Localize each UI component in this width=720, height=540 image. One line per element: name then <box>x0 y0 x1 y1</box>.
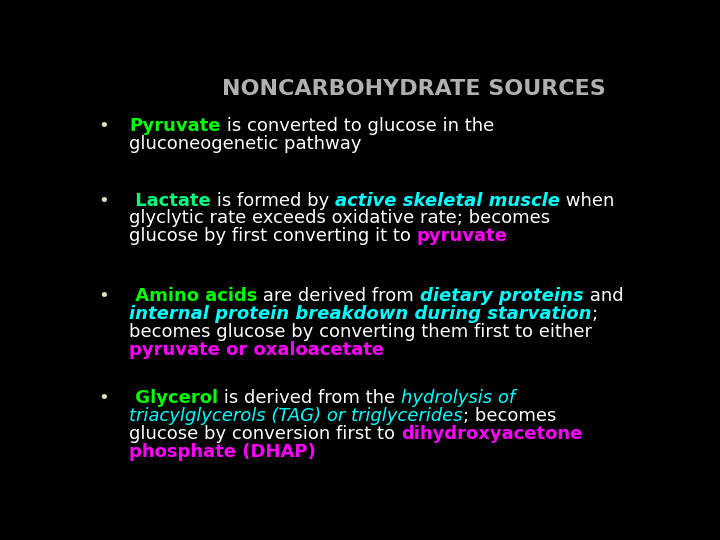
Text: ;: ; <box>592 305 598 323</box>
Text: glucose by conversion first to: glucose by conversion first to <box>129 425 401 443</box>
Text: internal protein breakdown during starvation: internal protein breakdown during starva… <box>129 305 592 323</box>
Text: dietary proteins: dietary proteins <box>420 287 584 305</box>
Text: gluconeogenetic pathway: gluconeogenetic pathway <box>129 134 361 153</box>
Text: is formed by: is formed by <box>211 192 335 210</box>
Text: hydrolysis of: hydrolysis of <box>401 389 516 407</box>
Text: dihydroxyacetone: dihydroxyacetone <box>401 425 582 443</box>
Text: when: when <box>560 192 614 210</box>
Text: Glycerol: Glycerol <box>129 389 218 407</box>
Text: pyruvate: pyruvate <box>417 227 508 245</box>
Text: and: and <box>584 287 624 305</box>
Text: •: • <box>99 389 109 407</box>
Text: pyruvate or oxaloacetate: pyruvate or oxaloacetate <box>129 341 384 359</box>
Text: are derived from: are derived from <box>258 287 420 305</box>
Text: •: • <box>99 192 109 210</box>
Text: phosphate (DHAP): phosphate (DHAP) <box>129 443 316 461</box>
Text: is converted to glucose in the: is converted to glucose in the <box>220 117 494 135</box>
Text: Amino acids: Amino acids <box>129 287 258 305</box>
Text: Lactate: Lactate <box>129 192 211 210</box>
Text: triacylglycerols (TAG) or triglycerides: triacylglycerols (TAG) or triglycerides <box>129 407 463 425</box>
Text: is derived from the: is derived from the <box>218 389 401 407</box>
Text: active skeletal muscle: active skeletal muscle <box>335 192 560 210</box>
Text: Pyruvate: Pyruvate <box>129 117 220 135</box>
Text: •: • <box>99 117 109 135</box>
Text: glyclytic rate exceeds oxidative rate; becomes: glyclytic rate exceeds oxidative rate; b… <box>129 210 550 227</box>
Text: becomes glucose by converting them first to either: becomes glucose by converting them first… <box>129 323 592 341</box>
Text: glucose by first converting it to: glucose by first converting it to <box>129 227 417 245</box>
Text: •: • <box>99 287 109 305</box>
Text: ; becomes: ; becomes <box>463 407 556 425</box>
Text: NONCARBOHYDRATE SOURCES: NONCARBOHYDRATE SOURCES <box>222 79 606 99</box>
